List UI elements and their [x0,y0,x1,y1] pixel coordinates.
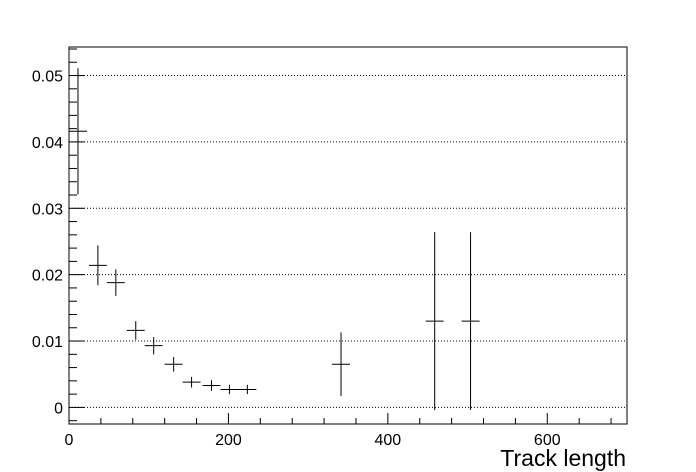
data-point-4 [144,337,163,355]
data-point-3 [126,321,145,340]
x-axis-label: Track length [500,445,626,471]
x-tick-label: 200 [215,432,242,449]
y-tick-label: 0.01 [32,334,63,351]
y-tick-label: 0.03 [32,201,63,218]
data-point-5 [164,356,183,372]
data-point-0 [69,68,87,195]
axis-ticks [68,48,612,424]
plot-border [68,46,628,425]
y-tick-label: 0.05 [32,69,63,86]
data-point-8 [220,384,239,395]
data-points [69,68,480,411]
x-tick-label: 0 [65,432,74,449]
y-tick-label: 0 [54,400,63,417]
y-tick-label: 0.04 [32,135,63,152]
data-point-10 [332,332,350,397]
x-tick-label: 400 [375,432,402,449]
tick-labels: 0 0.01 0.02 0.03 0.04 0.05 0 200 400 600 [32,69,561,449]
data-point-1 [88,245,107,286]
plot-frame [68,46,628,425]
data-point-11 [425,232,444,411]
y-tick-label: 0.02 [32,268,63,285]
data-point-12 [461,232,480,411]
x-tick-label: 600 [534,432,561,449]
data-point-9 [238,384,257,395]
grid-lines [69,75,627,408]
data-point-6 [182,376,201,388]
data-point-2 [106,269,125,296]
data-point-7 [202,380,221,391]
